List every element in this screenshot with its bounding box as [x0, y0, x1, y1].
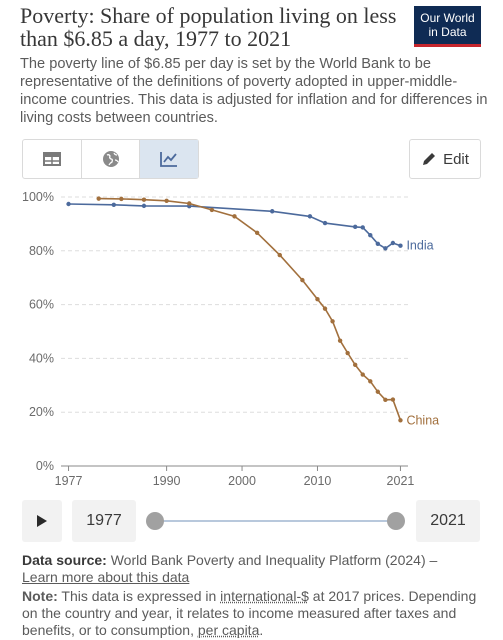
- source-label: Data source:: [22, 552, 107, 568]
- globe-icon: [102, 151, 119, 167]
- data-point-india: [352, 224, 358, 230]
- end-year-box[interactable]: 2021: [416, 500, 480, 542]
- note-mid: at 2017 prices. Depending on the country…: [22, 588, 477, 638]
- data-point-china: [390, 397, 396, 402]
- series-label-india: India: [406, 239, 433, 253]
- data-point-india: [270, 209, 275, 214]
- international-dollar-link[interactable]: international-$: [220, 588, 309, 604]
- data-point-china: [277, 252, 282, 258]
- data-point-india: [398, 243, 403, 248]
- our-world-in-data-logo[interactable]: Our World in Data: [414, 6, 481, 47]
- data-point-china: [209, 207, 215, 213]
- data-point-china: [398, 418, 403, 423]
- data-point-china: [352, 362, 358, 368]
- data-note: Note: This data is expressed in internat…: [22, 588, 492, 639]
- series: [66, 196, 403, 423]
- view-tabs: [22, 139, 199, 179]
- timeline-start-handle[interactable]: [146, 512, 164, 530]
- data-point-china: [330, 319, 335, 324]
- source-text: World Bank Poverty and Inequality Platfo…: [106, 552, 438, 568]
- data-point-china: [96, 196, 101, 201]
- data-point-india: [390, 240, 396, 246]
- note-pre: This data is expressed in: [57, 588, 221, 604]
- data-point-china: [119, 196, 124, 202]
- series-line-india: [68, 203, 401, 250]
- y-tick-label: 100%: [22, 190, 54, 204]
- series-labels: India China: [406, 239, 439, 428]
- edit-label: Edit: [443, 150, 469, 168]
- x-tick-label: 2000: [228, 474, 256, 488]
- x-tick-label: 1990: [153, 474, 181, 488]
- pencil-icon: [423, 153, 436, 165]
- per-capita-link[interactable]: per capita: [197, 622, 260, 638]
- learn-more-link[interactable]: Learn more about this data: [22, 569, 190, 585]
- table-icon: [42, 152, 61, 166]
- chart-title: Poverty: Share of population living on l…: [20, 3, 397, 51]
- series-line-china: [98, 197, 402, 421]
- data-point-china: [383, 397, 388, 403]
- note-label: Note:: [22, 588, 58, 604]
- y-tick-label: 20%: [29, 405, 54, 419]
- play-icon: [37, 515, 47, 527]
- data-point-china: [254, 230, 260, 235]
- edit-button[interactable]: Edit: [409, 139, 481, 179]
- data-point-india: [141, 203, 147, 209]
- y-tick-label: 0%: [36, 459, 54, 473]
- data-point-china: [360, 372, 365, 377]
- series-label-china: China: [406, 413, 439, 427]
- tab-chart[interactable]: [140, 140, 199, 178]
- data-point-china: [375, 389, 381, 394]
- data-point-china: [315, 297, 320, 302]
- data-point-india: [360, 225, 365, 230]
- data-point-india: [66, 201, 71, 207]
- x-tick-label: 2021: [387, 474, 415, 488]
- timeline-controls: 1977 2021: [22, 500, 480, 542]
- data-point-india: [368, 232, 373, 238]
- data-point-china: [345, 350, 350, 356]
- axes: 0% 20% 40% 60% 80% 100% 1977 1990 2000 2010 2021: [22, 190, 414, 488]
- y-tick-label: 40%: [29, 351, 54, 365]
- data-source: Data source: World Bank Poverty and Ineq…: [22, 552, 492, 586]
- timeline-track[interactable]: [155, 520, 396, 522]
- data-point-china: [232, 214, 237, 219]
- note-end: .: [259, 622, 264, 638]
- logo-line-2: in Data: [428, 25, 467, 39]
- data-point-china: [164, 198, 169, 203]
- data-point-china: [322, 306, 328, 311]
- data-point-india: [307, 214, 313, 219]
- data-point-india: [322, 220, 328, 226]
- grid-lines: [61, 196, 408, 413]
- y-tick-label: 80%: [29, 244, 54, 258]
- data-point-india: [375, 241, 381, 247]
- start-year-box[interactable]: 1977: [72, 500, 136, 542]
- x-tick-label: 1977: [55, 474, 83, 488]
- line-chart: 0% 20% 40% 60% 80% 100% 1977 1990 2000 2010 2021 I…: [22, 190, 439, 488]
- data-point-china: [187, 201, 192, 206]
- data-point-india: [383, 246, 388, 251]
- data-point-china: [337, 338, 343, 343]
- data-point-india: [111, 202, 117, 208]
- line-chart-icon: [160, 152, 178, 167]
- logo-line-1: Our World: [420, 11, 475, 25]
- tab-map[interactable]: [82, 140, 141, 178]
- chart-subtitle: The poverty line of $6.85 per day is set…: [20, 56, 488, 126]
- timeline-end-handle[interactable]: [387, 512, 405, 530]
- data-point-china: [368, 379, 373, 384]
- tab-table[interactable]: [23, 140, 82, 178]
- data-point-china: [141, 197, 147, 202]
- y-tick-label: 60%: [29, 298, 54, 312]
- x-tick-label: 2010: [304, 474, 332, 488]
- data-point-china: [300, 277, 305, 283]
- play-button[interactable]: [22, 500, 62, 542]
